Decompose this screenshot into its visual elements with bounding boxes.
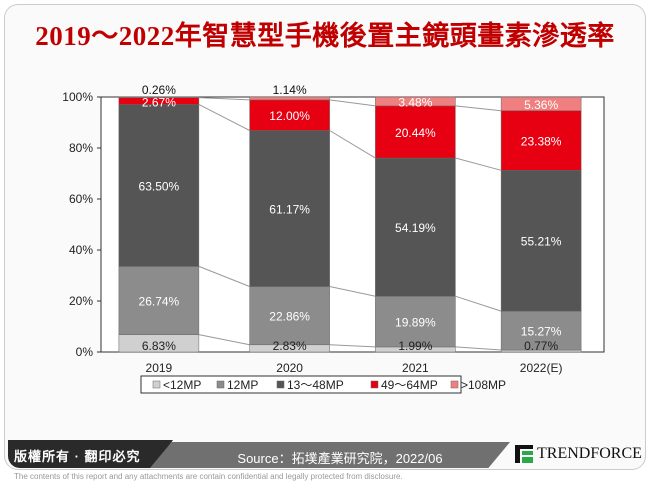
data-label: 26.74% <box>139 294 180 308</box>
copyright-text: 版權所有 · 翻印必究 <box>14 449 141 464</box>
series-connector-line <box>455 295 502 312</box>
bar-segment <box>249 96 330 101</box>
legend-label: 13～48MP <box>287 378 344 392</box>
legend-swatch <box>450 380 459 389</box>
bar-segment <box>500 310 582 351</box>
legend-label: 12MP <box>227 378 258 392</box>
x-tick-label: 2021 <box>402 361 429 375</box>
data-label: 6.83% <box>142 339 176 353</box>
bar-segment <box>375 295 456 348</box>
stacked-bar-chart: 0% 20% 40% 60% 80% 100% 2019 2020 2021 2022(E) 6.8… <box>62 83 605 394</box>
data-label: 61.17% <box>269 202 310 216</box>
footer-copyright-bar <box>8 440 173 468</box>
legend <box>140 375 462 394</box>
bar-segment <box>118 96 200 98</box>
bar-segment <box>500 110 582 171</box>
bar-segment <box>500 96 582 111</box>
y-tick-label: 80% <box>69 141 93 155</box>
data-label: 63.50% <box>139 179 180 193</box>
y-tick-label: 100% <box>62 90 93 104</box>
data-label: 1.14% <box>273 83 307 97</box>
y-tick-label: 60% <box>69 192 93 206</box>
legend-swatch <box>370 380 379 389</box>
x-tick-label: 2022(E) <box>520 361 563 375</box>
chart-title: 2019～2022年智慧型手機後置主鏡頭畫素滲透率 <box>35 21 615 51</box>
disclaimer-text: The contents of this report and any atta… <box>14 472 403 481</box>
legend-swatch <box>216 380 225 389</box>
data-label: 15.27% <box>521 325 562 339</box>
series-connector-line <box>455 346 502 351</box>
bar-segment <box>249 286 330 346</box>
bar-segment <box>375 157 456 297</box>
legend-swatch <box>152 380 161 389</box>
data-label: 1.99% <box>398 339 432 353</box>
bar-segment <box>375 96 456 107</box>
series-connector-line <box>329 130 376 159</box>
data-label: 0.26% <box>142 83 176 97</box>
x-tick-label: 2020 <box>276 361 303 375</box>
data-label: 0.77% <box>524 339 558 353</box>
series-connector-line <box>329 99 376 107</box>
data-label: 22.86% <box>269 310 310 324</box>
bar-segment <box>500 170 582 312</box>
data-label: 2.67% <box>142 96 176 110</box>
data-label: 54.19% <box>395 221 436 235</box>
legend-swatch <box>276 380 285 389</box>
series-connector-line <box>455 105 502 112</box>
bar-segment <box>249 130 330 287</box>
data-label: 2.83% <box>273 339 307 353</box>
series-connector-line <box>198 265 250 287</box>
series-connector-line <box>198 334 250 346</box>
series-connector-line <box>329 344 376 348</box>
legend-label: >108MP <box>461 378 506 392</box>
bar-segment <box>375 105 456 159</box>
data-label: 20.44% <box>395 126 436 140</box>
data-label: 3.48% <box>398 95 432 109</box>
logo-text: TRENDFORCE <box>537 445 642 462</box>
data-label: 19.89% <box>395 316 436 330</box>
series-connector-line <box>455 157 502 171</box>
x-tick-label: 2019 <box>146 361 173 375</box>
data-label: 55.21% <box>521 235 562 249</box>
trendforce-logo-icon <box>515 445 533 463</box>
trendforce-logo: TRENDFORCE <box>515 445 642 463</box>
series-connector-line <box>329 286 376 297</box>
series-connector-line <box>198 104 250 131</box>
data-label: 5.36% <box>524 98 558 112</box>
footer-source-bar <box>150 442 510 468</box>
legend-label: 49～64MP <box>381 378 438 392</box>
y-tick-label: 20% <box>69 294 93 308</box>
series-connector-line <box>198 97 250 101</box>
source-text: Source：拓墣產業研究院，2022/06 <box>237 451 443 466</box>
legend-label: <12MP <box>163 378 201 392</box>
y-tick-label: 0% <box>76 345 94 359</box>
data-label: 23.38% <box>521 135 562 149</box>
y-tick-label: 40% <box>69 243 93 257</box>
data-label: 12.00% <box>269 109 310 123</box>
